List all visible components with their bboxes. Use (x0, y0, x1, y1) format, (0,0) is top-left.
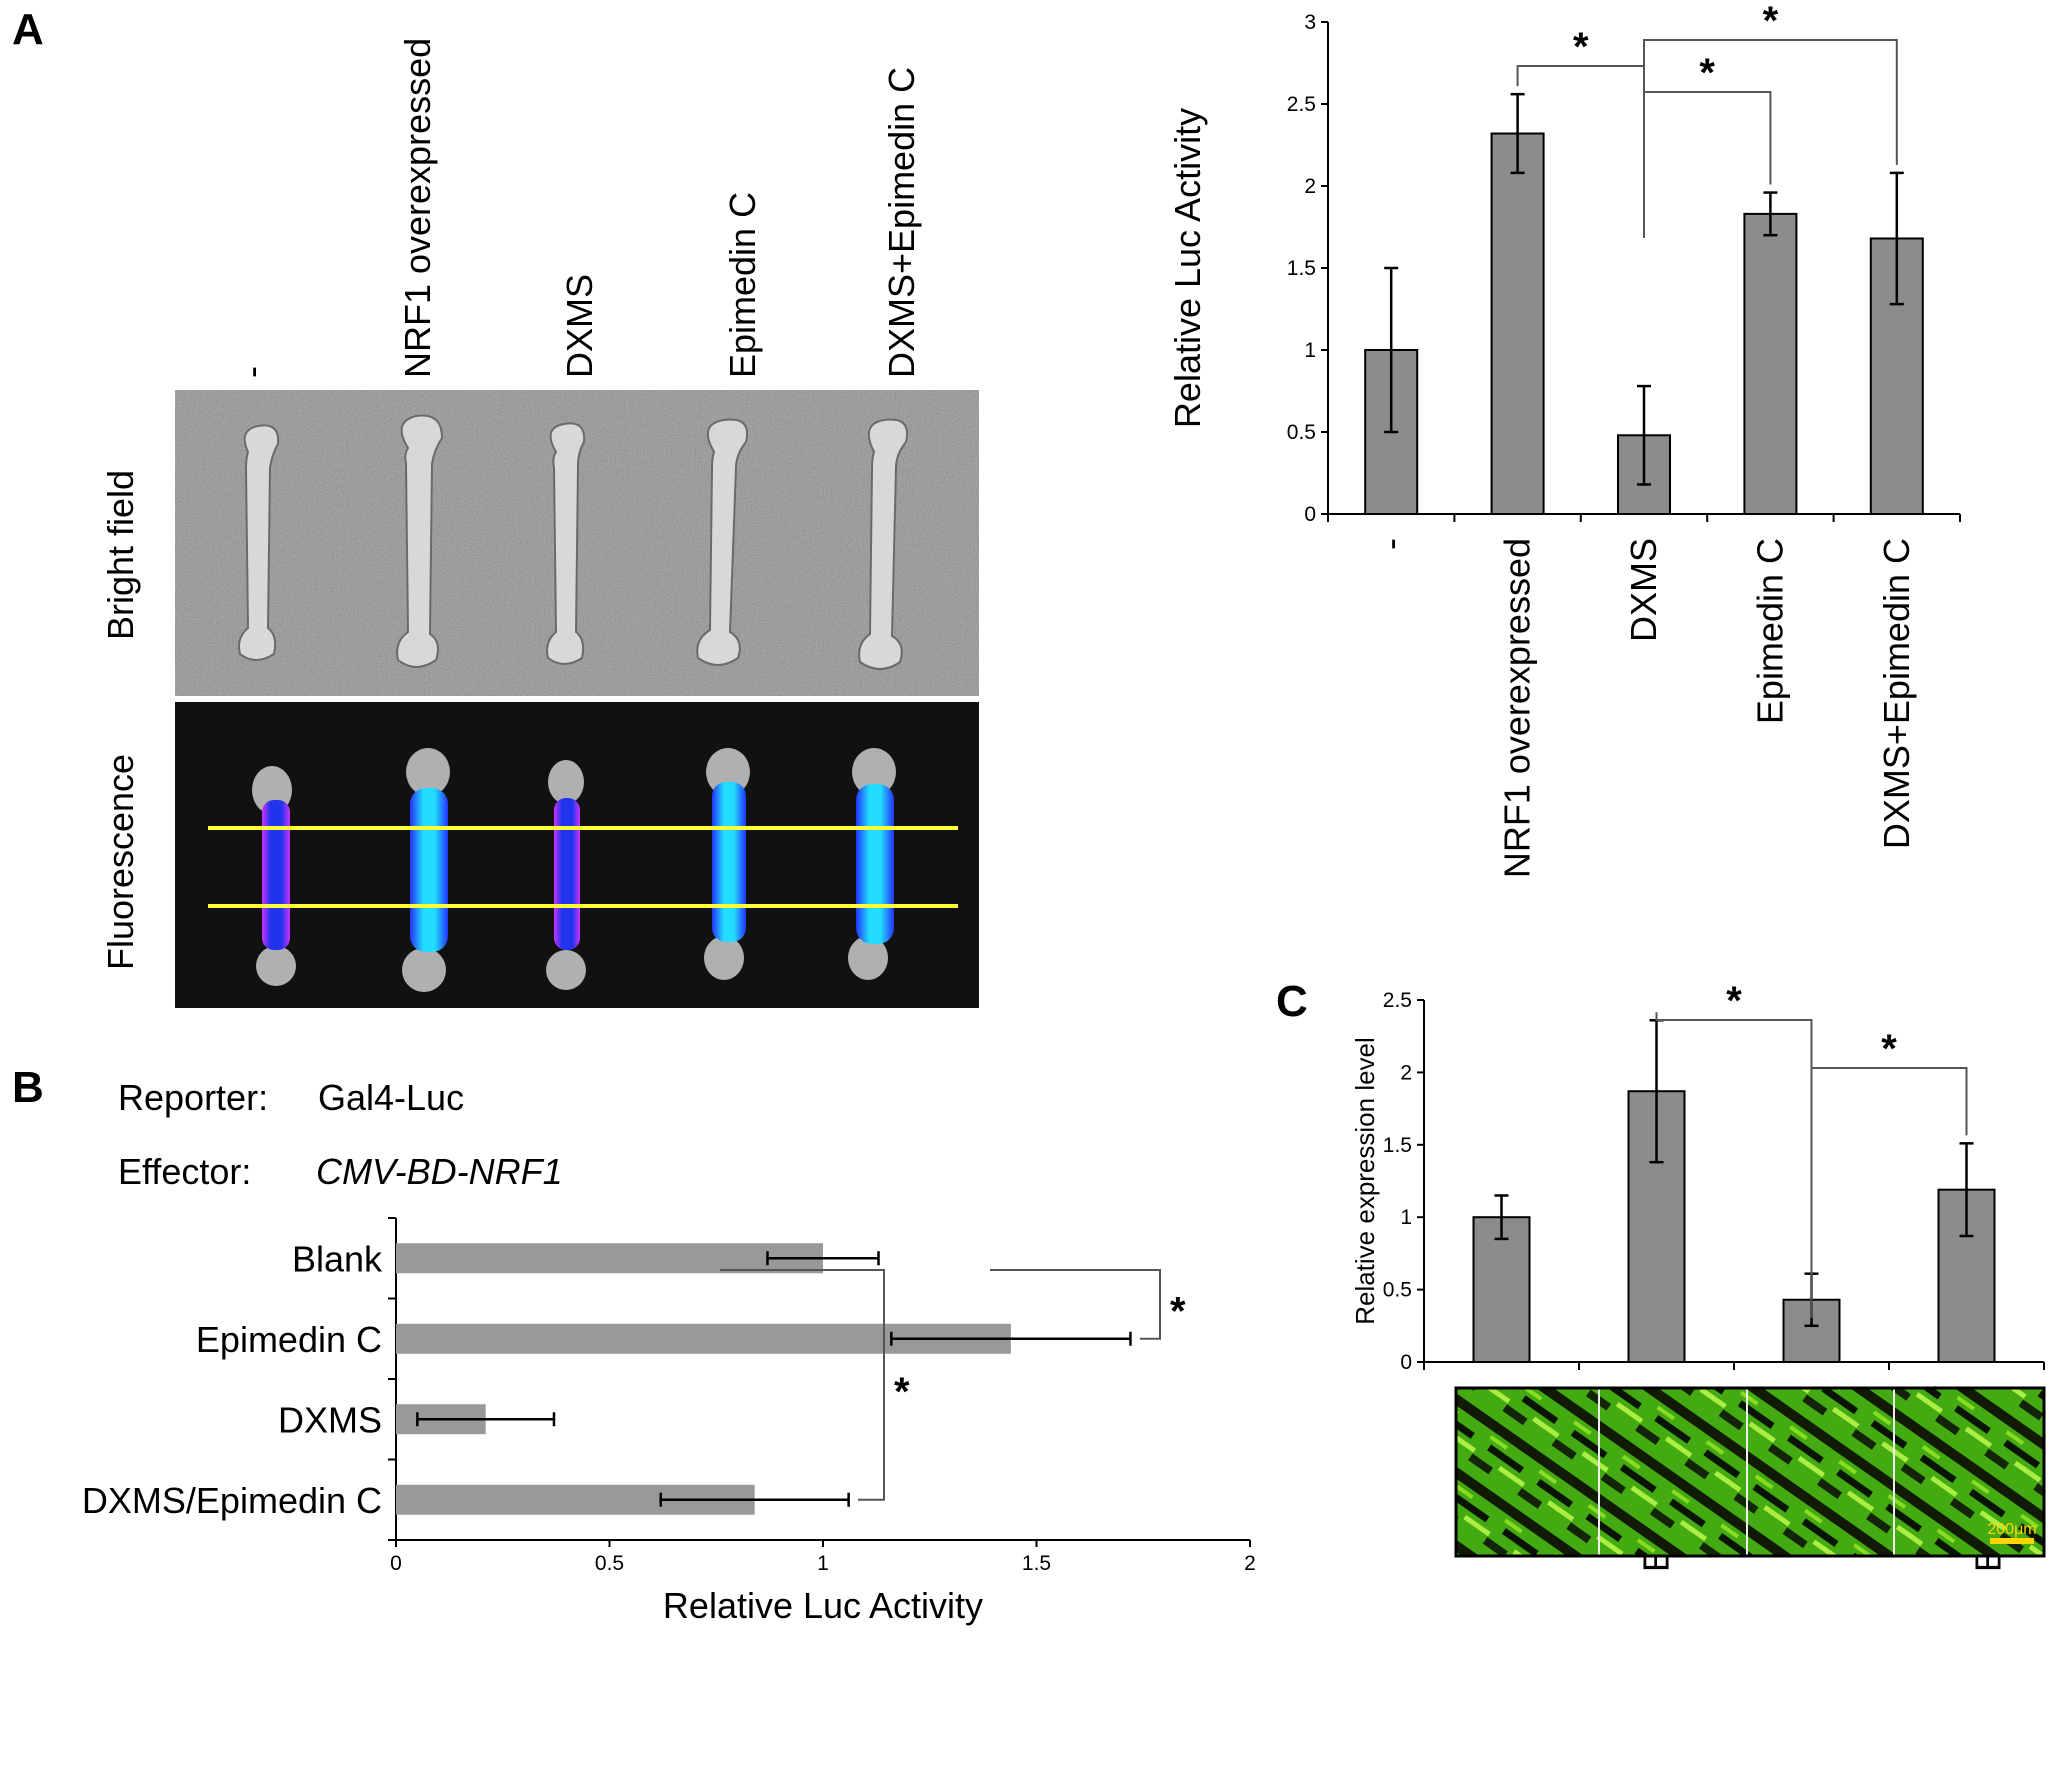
significance-bracket (1810, 1067, 1968, 1318)
imaging-column-label: Epimedin C (722, 192, 763, 378)
imaging-column-labels: - NRF1 overexpressed DXMS Epimedin C DXM… (231, 38, 922, 378)
y-tick-label: 2 (1400, 1061, 1412, 1084)
imaging-row-label: Fluorescence (100, 754, 141, 970)
y-tick-label: 1.5 (1287, 257, 1316, 280)
y-tick-label: 1.5 (1383, 1134, 1412, 1157)
panel-label-b: B (12, 1063, 44, 1112)
x-tick-label: 2 (1244, 1552, 1256, 1575)
x-tick-label-line: - (1370, 538, 1411, 550)
x-tick-label: - (1370, 538, 1411, 550)
panel-label-c: C (1276, 977, 1308, 1026)
effector-label: Effector: (118, 1151, 251, 1192)
x-tick-label: 0.5 (595, 1552, 624, 1575)
y-tick-label: 0 (1400, 1351, 1412, 1374)
significance-star: * (1573, 25, 1589, 69)
y-tick-label: 2 (1304, 175, 1316, 198)
x-tick-label: Epimedin C (1749, 538, 1790, 724)
bright-field-image (175, 390, 979, 696)
imaging-column-label: - (231, 366, 272, 378)
significance-bracket (720, 1269, 885, 1501)
y-tick-label: 2.5 (1383, 989, 1412, 1012)
x-tick-label-line: DXMS (1623, 538, 1664, 642)
y-tick-label: 0 (1304, 503, 1316, 526)
bar (1490, 132, 1545, 516)
bar (396, 1243, 823, 1274)
chart-a: 0 0.5 1 1.5 2 2.5 3 - NRF1 overexpressed DXMS Epim… (1167, 0, 1961, 878)
bar (1743, 212, 1798, 515)
imaging-column-label: DXMS (559, 274, 600, 378)
x-axis-label: Relative Luc Activity (663, 1585, 983, 1626)
scale-bar-label: 200μm (1987, 1521, 2036, 1538)
y-axis-label: Relative Luc Activity (1167, 108, 1208, 428)
x-tick-label-line: DXMS+Epimedin C (1876, 538, 1917, 849)
imaging-row-label: Bright field (100, 470, 141, 640)
y-tick-label: Epimedin C (196, 1319, 382, 1360)
x-tick-label: DXMS (1623, 538, 1664, 642)
reporter-value: Gal4-Luc (318, 1077, 464, 1118)
x-tick-label: DXMS+Epimedin C (1876, 538, 1917, 849)
bar (1472, 1216, 1531, 1363)
y-tick-label: DXMS/Epimedin C (82, 1480, 382, 1521)
y-tick-label: Blank (292, 1238, 383, 1279)
effector-value: CMV-BD-NRF1 (316, 1151, 563, 1192)
x-tick-label-line: Epimedin C (1749, 538, 1790, 724)
x-tick-label: 1 (817, 1552, 829, 1575)
y-tick-label: 0.5 (1383, 1279, 1412, 1302)
y-tick-label: 2.5 (1287, 93, 1316, 116)
y-axis-label: Relative expression level (1350, 1037, 1380, 1325)
significance-star: * (1726, 979, 1742, 1023)
y-tick-label: 1 (1304, 339, 1316, 362)
imaging-column-label: DXMS+Epimedin C (881, 67, 922, 378)
significance-star: * (1881, 1027, 1897, 1071)
x-tick-label: 1.5 (1022, 1552, 1051, 1575)
histology-image: 200μm (1454, 1386, 2046, 1558)
panel-label-a: A (12, 5, 44, 54)
y-tick-label: DXMS (278, 1399, 382, 1440)
x-tick-label: 0 (390, 1552, 402, 1575)
significance-bracket (1643, 39, 1898, 238)
imaging-column-label: NRF1 overexpressed (397, 38, 438, 378)
fluorescence-image (175, 702, 979, 1008)
significance-star: * (1170, 1289, 1186, 1333)
y-tick-label: 0.5 (1287, 421, 1316, 444)
significance-star: * (1699, 51, 1715, 95)
y-tick-label: 3 (1304, 11, 1316, 34)
scale-bar (1990, 1538, 2034, 1544)
x-tick-label-line: NRF1 overexpressed (1497, 538, 1538, 878)
significance-star: * (1763, 0, 1779, 43)
significance-star: * (894, 1370, 910, 1414)
reporter-label: Reporter: (118, 1077, 268, 1118)
y-tick-label: 1 (1400, 1206, 1412, 1229)
chart-b: 0 0.5 1 1.5 2 Blank Epimedin C DXMS DXMS/Epimedi… (82, 1217, 1256, 1626)
significance-bracket (990, 1269, 1161, 1340)
x-tick-label: NRF1 overexpressed (1497, 538, 1538, 878)
